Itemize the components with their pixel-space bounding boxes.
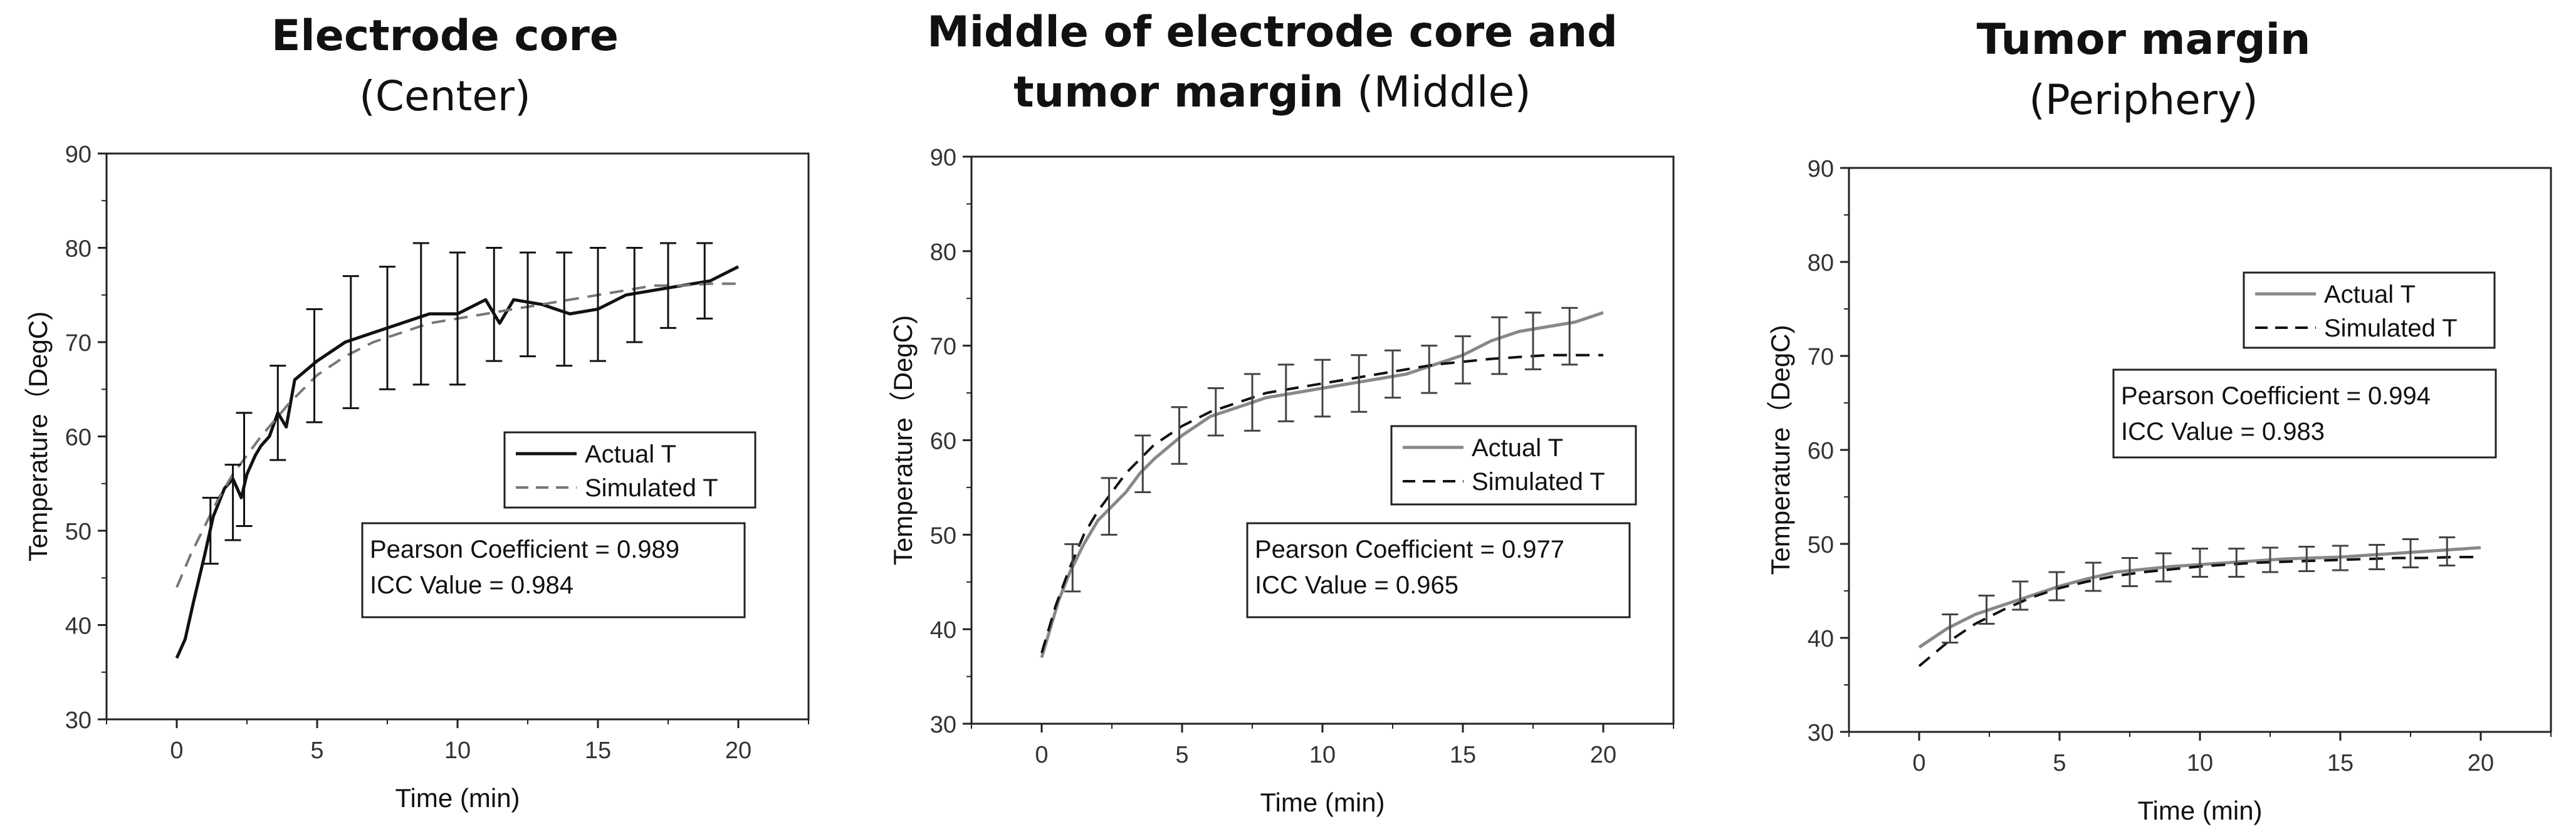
y-tick-label: 70 [1808, 344, 1834, 370]
annotation-icc: ICC Value = 0.983 [2121, 418, 2325, 446]
y-axis-label: Temperature（DegC) [1766, 325, 1795, 575]
y-tick-label: 40 [930, 617, 956, 644]
y-tick-label: 60 [1808, 438, 1834, 464]
chart-title: Electrode core (Center) [144, 6, 746, 127]
legend-label-simulated: Simulated T [2324, 315, 2458, 342]
chart-panel-center: Electrode core (Center) 30 40 50 60 70 80 90 0 5… [0, 0, 827, 829]
chart-title-subtitle: (Periphery) [2029, 76, 2258, 124]
series-line-actual [175, 265, 740, 659]
annotation-pearson: Pearson Coefficient = 0.994 [2121, 382, 2431, 410]
y-tick-label: 40 [65, 613, 92, 640]
chart-svg: 30 40 50 60 70 80 90 0 5 10 15 20 Time (min) Temperat… [23, 142, 810, 813]
x-tick-label: 10 [444, 738, 471, 764]
x-tick-label: 5 [2053, 750, 2066, 776]
y-tick-label: 30 [65, 707, 92, 734]
x-tick-label: 10 [1309, 742, 1336, 768]
legend-box [1390, 425, 1637, 506]
x-tick-label: 15 [2327, 750, 2353, 776]
chart-title-line2: tumor margin (Middle) [890, 63, 1655, 123]
x-tick-label: 20 [2468, 750, 2494, 776]
legend-label-simulated: Simulated T [585, 474, 718, 502]
x-tick-label: 5 [1175, 742, 1188, 768]
x-tick-label: 15 [585, 738, 611, 764]
x-axis-label: Time (min) [1260, 788, 1385, 817]
annotation-pearson: Pearson Coefficient = 0.989 [370, 536, 679, 563]
series-line-simulated [175, 282, 738, 588]
y-tick-label: 90 [1808, 156, 1834, 182]
y-tick-label: 50 [1808, 532, 1834, 558]
y-tick-label: 30 [930, 712, 956, 738]
y-tick-label: 40 [1808, 626, 1834, 652]
chart-title-line1: Middle of electrode core and [890, 3, 1655, 63]
y-axis-label: Temperature（DegC) [23, 311, 53, 561]
chart-svg: 30 40 50 60 70 80 90 0 5 10 15 20 Time (min) Temperat… [888, 145, 1675, 817]
chart-title-subtitle: (Center) [359, 72, 531, 120]
legend-label-actual: Actual T [585, 441, 676, 468]
chart-title-bold: Tumor margin [1976, 15, 2311, 65]
x-tick-label: 15 [1450, 742, 1476, 768]
x-tick-label: 0 [1035, 742, 1048, 768]
x-tick-label: 0 [1912, 750, 1925, 776]
y-tick-label: 90 [930, 145, 956, 171]
legend-label-actual: Actual T [2324, 281, 2416, 308]
annotation-icc: ICC Value = 0.984 [370, 571, 573, 599]
legend-box [503, 431, 757, 509]
annotation-icc: ICC Value = 0.965 [1255, 571, 1458, 599]
chart-panel-middle: Middle of electrode core and tumor margi… [865, 0, 1692, 829]
chart-title: Middle of electrode core and tumor margi… [890, 3, 1655, 123]
chart-panel-periphery: Tumor margin (Periphery) 30 40 50 60 70 80 90 0… [1742, 0, 2570, 829]
chart-title: Tumor margin (Periphery) [1830, 10, 2457, 130]
x-axis-label: Time (min) [2137, 796, 2262, 825]
legend-box [2243, 271, 2496, 349]
series-line-simulated [1040, 353, 1603, 654]
x-tick-label: 20 [725, 738, 751, 764]
chart-title-bold: Middle of electrode core [927, 8, 1514, 57]
y-tick-label: 70 [930, 334, 956, 360]
x-tick-label: 0 [170, 738, 183, 764]
y-tick-label: 80 [65, 236, 92, 263]
y-tick-label: 50 [65, 519, 92, 545]
x-tick-label: 20 [1590, 742, 1616, 768]
y-axis-label: Temperature（DegC) [888, 315, 918, 565]
y-tick-label: 80 [1808, 250, 1834, 276]
legend-label-actual: Actual T [1472, 434, 1563, 462]
annotation-box [1246, 522, 1631, 618]
annotation-pearson: Pearson Coefficient = 0.977 [1255, 536, 1564, 563]
chart-title-bold: Electrode core [271, 11, 619, 61]
y-tick-label: 60 [930, 429, 956, 455]
annotation-box [2112, 368, 2497, 459]
chart-svg: 30 40 50 60 70 80 90 0 5 10 15 20 Time (min) Temperat… [1766, 156, 2552, 825]
x-axis-label: Time (min) [395, 783, 520, 813]
chart-title-and: and [1527, 8, 1618, 57]
x-tick-label: 5 [310, 738, 323, 764]
y-tick-label: 30 [1808, 720, 1834, 746]
y-tick-label: 90 [65, 142, 92, 168]
x-tick-label: 10 [2187, 750, 2213, 776]
legend-label-simulated: Simulated T [1472, 468, 1605, 496]
y-tick-label: 60 [65, 425, 92, 451]
y-tick-label: 80 [930, 239, 956, 266]
chart-title-subtitle: (Middle) [1357, 68, 1531, 117]
chart-title-bold-2: tumor margin [1013, 68, 1344, 117]
y-tick-label: 70 [65, 330, 92, 357]
annotation-box [361, 522, 746, 618]
y-tick-label: 50 [930, 523, 956, 549]
